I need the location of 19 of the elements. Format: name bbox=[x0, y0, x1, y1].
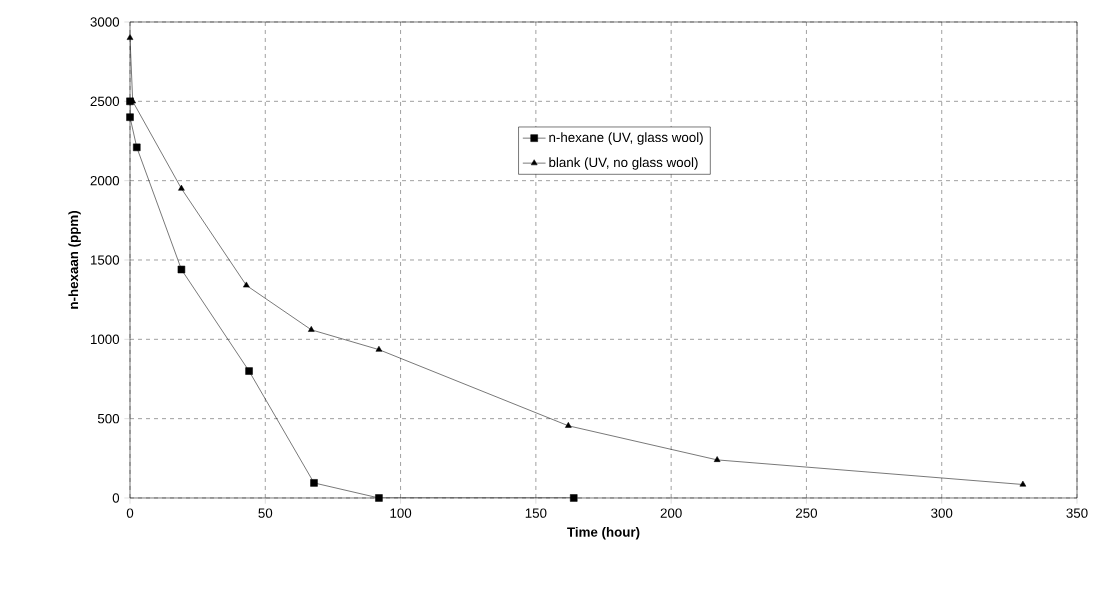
x-tick-label: 0 bbox=[126, 508, 134, 518]
x-tick-label: 150 bbox=[525, 508, 547, 518]
x-tick-label: 350 bbox=[1066, 508, 1088, 518]
y-tick-label: 2000 bbox=[90, 175, 120, 186]
y-tick-label: 1000 bbox=[90, 334, 120, 345]
y-axis-title: n-hexaan (ppm) bbox=[68, 211, 81, 309]
x-tick-label: 250 bbox=[795, 508, 818, 518]
y-tick-label: 500 bbox=[97, 413, 120, 424]
x-tick-label: 200 bbox=[660, 508, 682, 518]
legend-label: n-hexane (UV, glass wool) bbox=[549, 132, 703, 145]
y-tick-label: 3000 bbox=[90, 17, 120, 27]
y-tick-label: 1500 bbox=[90, 255, 120, 265]
x-axis-title: Time (hour) bbox=[567, 526, 640, 540]
x-tick-label: 50 bbox=[258, 508, 273, 518]
y-tick-label: 2500 bbox=[90, 96, 120, 107]
x-tick-label: 100 bbox=[390, 508, 412, 518]
y-tick-label: 0 bbox=[112, 493, 120, 503]
legend-label: blank (UV, no glass wool) bbox=[549, 157, 698, 170]
x-tick-label: 300 bbox=[931, 508, 953, 518]
